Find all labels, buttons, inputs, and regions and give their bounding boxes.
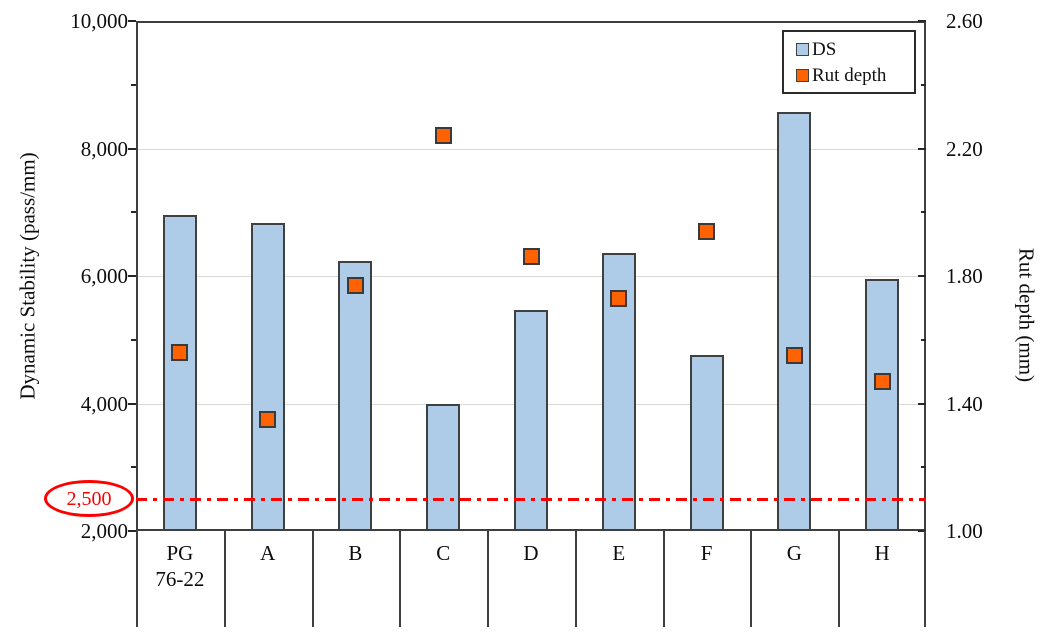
left-axis-major-tick bbox=[128, 530, 136, 532]
category-separator bbox=[487, 531, 490, 627]
threshold-line bbox=[136, 498, 926, 502]
category-label: F bbox=[700, 541, 713, 565]
rut-depth-point bbox=[698, 222, 716, 240]
left-axis-minor-tick bbox=[131, 83, 136, 86]
right-axis-major-tick bbox=[918, 20, 926, 22]
gridline bbox=[138, 148, 924, 150]
ds-bar bbox=[514, 309, 548, 529]
category-separator bbox=[399, 531, 402, 627]
right-axis-minor-tick bbox=[921, 338, 926, 341]
left-axis-tick-label: 10,000 bbox=[70, 9, 128, 33]
category-label: H bbox=[874, 541, 890, 565]
right-axis-minor-tick bbox=[921, 211, 926, 214]
right-axis-tick-label: 1.40 bbox=[946, 391, 983, 416]
category-label: G bbox=[786, 541, 802, 565]
right-axis-title: Rut depth (mm) bbox=[1014, 247, 1039, 383]
right-axis-tick-label: 2.20 bbox=[946, 136, 983, 161]
ds-legend-marker bbox=[796, 42, 809, 56]
left-axis-minor-tick bbox=[131, 466, 136, 469]
category-label: B bbox=[348, 541, 363, 565]
threshold-annotation-ellipse: 2,500 bbox=[44, 480, 134, 518]
legend-row: DS bbox=[796, 40, 914, 59]
left-axis-tick-label: 4,000 bbox=[80, 391, 128, 416]
left-axis-major-tick bbox=[128, 402, 136, 405]
left-axis-tick-label: 8,000 bbox=[80, 136, 128, 161]
category-label: E bbox=[612, 541, 626, 565]
category-label: A bbox=[260, 541, 276, 565]
category-label: D bbox=[523, 541, 539, 565]
legend-label: Rut depth bbox=[812, 64, 887, 86]
right-axis-major-tick bbox=[918, 147, 926, 150]
rut-depth-point bbox=[171, 344, 189, 361]
category-label: C bbox=[436, 541, 451, 565]
rut-depth-point bbox=[346, 277, 364, 295]
ds-bar bbox=[865, 279, 900, 529]
left-axis-tick-label: 6,000 bbox=[80, 264, 128, 288]
left-axis-major-tick bbox=[128, 275, 136, 277]
left-axis-minor-tick bbox=[131, 338, 136, 341]
category-separator bbox=[574, 531, 577, 627]
legend: DS Rut depth bbox=[782, 30, 916, 94]
ds-bar bbox=[338, 260, 373, 529]
right-axis-minor-tick bbox=[921, 466, 926, 469]
right-axis-major-tick bbox=[918, 402, 926, 405]
category-separator bbox=[924, 531, 926, 627]
category-separator bbox=[223, 531, 226, 627]
category-label: PG 76-22 bbox=[155, 541, 205, 591]
category-separator bbox=[662, 531, 665, 627]
rut-depth-point bbox=[434, 127, 452, 145]
rut-depth-point bbox=[873, 372, 891, 390]
rut-depth-point bbox=[785, 347, 803, 365]
legend-row: Rut depth bbox=[796, 66, 914, 85]
rut-depth-point bbox=[610, 289, 628, 307]
category-separator bbox=[136, 531, 138, 627]
left-axis-major-tick bbox=[128, 147, 136, 150]
left-axis-tick-label: 2,000 bbox=[80, 519, 128, 543]
ds-bar bbox=[426, 404, 461, 529]
ds-bar bbox=[162, 215, 197, 529]
right-axis-tick-label: 2.60 bbox=[946, 9, 983, 33]
legend-label: DS bbox=[812, 38, 837, 60]
threshold-label: 2,500 bbox=[66, 487, 112, 510]
rut-depth-legend-marker bbox=[796, 68, 809, 82]
category-separator bbox=[838, 531, 841, 627]
gridline bbox=[138, 276, 924, 277]
ds-bar bbox=[250, 223, 285, 529]
rut-depth-point bbox=[522, 248, 540, 266]
category-separator bbox=[311, 531, 314, 627]
right-axis-tick-label: 1.00 bbox=[946, 519, 983, 543]
right-axis-major-tick bbox=[918, 275, 926, 277]
left-axis-minor-tick bbox=[131, 211, 136, 214]
right-axis-minor-tick bbox=[921, 83, 926, 86]
rut-depth-point bbox=[259, 410, 277, 428]
right-axis-major-tick bbox=[918, 530, 926, 532]
category-separator bbox=[750, 531, 753, 627]
ds-bar bbox=[689, 355, 724, 529]
ds-bar bbox=[777, 111, 812, 529]
right-axis-tick-label: 1.80 bbox=[946, 264, 983, 288]
left-axis-major-tick bbox=[128, 20, 136, 22]
